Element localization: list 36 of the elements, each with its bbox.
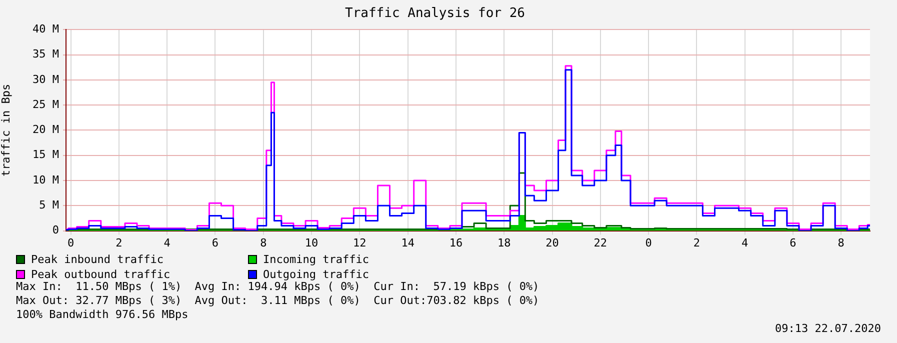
x-tick-label: 2 [116, 236, 122, 250]
x-tick-label: 20 [546, 236, 559, 250]
x-tick-label: 4 [164, 236, 171, 250]
x-tick-label: 6 [790, 236, 796, 250]
x-tick-label: 10 [304, 236, 318, 250]
y-tick-label: 40 M [32, 22, 60, 36]
x-tick-label: 4 [742, 236, 749, 250]
x-tick-label: 0 [68, 236, 74, 250]
y-tick-label: 25 M [32, 98, 60, 111]
chart-title: Traffic Analysis for 26 [344, 6, 526, 22]
y-tick-label: 35 M [32, 48, 60, 61]
x-tick-label: 0 [645, 236, 652, 250]
legend-label: Incoming traffic [263, 252, 369, 266]
x-tick-label: 12 [353, 236, 366, 250]
x-tick-label: 16 [449, 236, 463, 250]
x-tick-label: 14 [401, 236, 415, 250]
y-tick-label: 0 [52, 224, 59, 237]
x-tick-label: 18 [497, 236, 511, 250]
y-axis-title: traffic in Bps [0, 84, 12, 177]
text: 09:13 22.07.2020 [775, 322, 881, 335]
x-tick-label: 8 [260, 236, 267, 250]
x-tick-label: 6 [212, 236, 219, 250]
legend-label: Outgoing traffic [263, 268, 369, 280]
x-tick-label: 8 [838, 236, 844, 250]
y-tick-label: 10 M [32, 173, 60, 186]
text: Max In: 11.50 MBps ( 1%) Avg In: 194.94 kBps ( 0%) Cur In: 57.19 kBps ( 0%) [16, 280, 540, 294]
legend-label: Peak outbound traffic [31, 268, 170, 280]
y-tick-label: 15 M [32, 148, 60, 162]
x-tick-label: 2 [693, 236, 700, 250]
y-tick-label: 20 M [32, 123, 60, 136]
y-tick-label: 5 M [39, 198, 60, 212]
y-tick-label: 30 M [32, 72, 60, 86]
x-tick-label: 22 [594, 236, 608, 250]
text: 100% Bandwidth 976.56 MBps [16, 308, 190, 322]
legend-label: Peak inbound traffic [31, 252, 164, 266]
text: Max Out: 32.77 MBps ( 3%) Avg Out: 3.11 MBps ( 0%) Cur Out:703.82 kBps ( 0%) [16, 294, 540, 308]
